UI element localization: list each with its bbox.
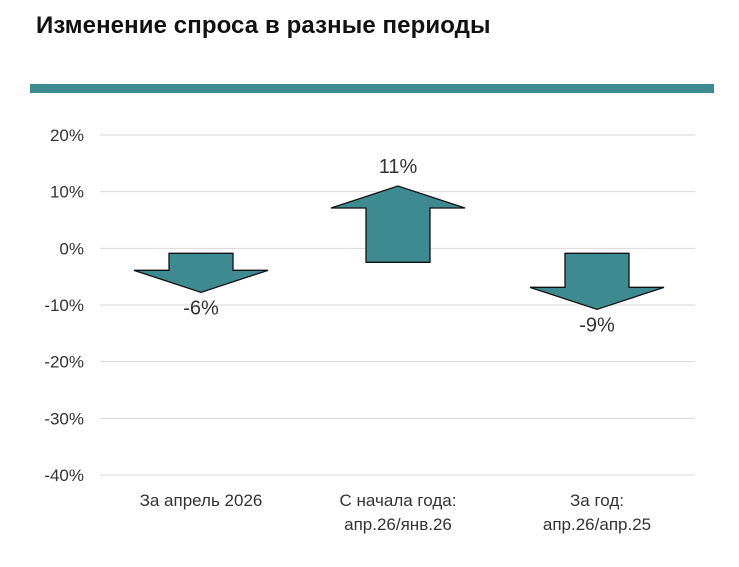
data-label: -9% xyxy=(579,314,615,336)
y-tick-label: 20% xyxy=(50,126,84,145)
y-tick-label: 0% xyxy=(59,239,84,258)
arrow-bar xyxy=(133,252,269,294)
y-tick-label: -40% xyxy=(44,466,84,485)
y-tick-label: -10% xyxy=(44,296,84,315)
x-category-label: апр.26/янв.26 xyxy=(344,515,452,534)
arrow-bar xyxy=(529,252,665,311)
title-divider-band xyxy=(30,84,714,93)
data-label: 11% xyxy=(379,156,418,178)
y-tick-label: -30% xyxy=(44,409,84,428)
x-category-label: апр.26/апр.25 xyxy=(543,515,651,534)
y-tick-label: -20% xyxy=(44,353,84,372)
chart-title: Изменение спроса в разные периоды xyxy=(36,12,491,39)
data-label: -6% xyxy=(183,297,219,319)
x-category-label: За апрель 2026 xyxy=(140,491,263,510)
x-category-label: За год: xyxy=(570,491,624,510)
x-category-label: С начала года: xyxy=(340,491,457,510)
y-tick-label: 10% xyxy=(50,183,84,202)
arrow-bar xyxy=(330,185,466,263)
